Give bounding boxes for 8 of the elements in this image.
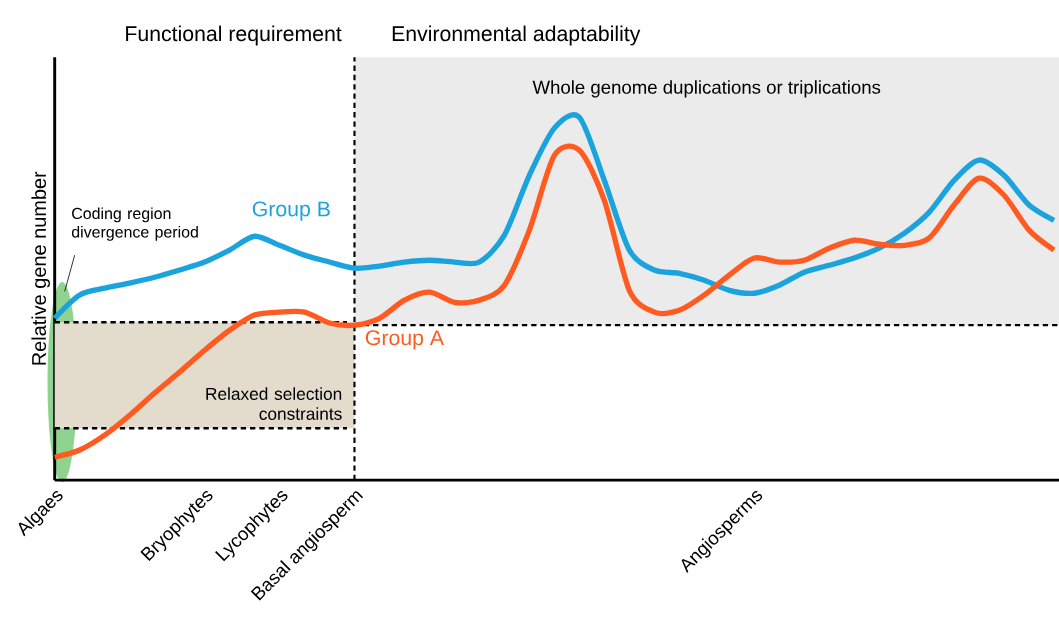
band-label: Whole genome duplications or triplications bbox=[532, 80, 881, 98]
series-label: Group B bbox=[252, 201, 330, 221]
series-label: Group A bbox=[365, 330, 444, 350]
y-axis-title: Relative gene number bbox=[31, 171, 50, 365]
band-label: Relaxed selection constraints bbox=[206, 387, 342, 420]
text: Functional requirement bbox=[126, 25, 342, 46]
text: Environmental adaptability bbox=[392, 25, 641, 46]
annotation: Coding region divergence period bbox=[71, 207, 198, 241]
